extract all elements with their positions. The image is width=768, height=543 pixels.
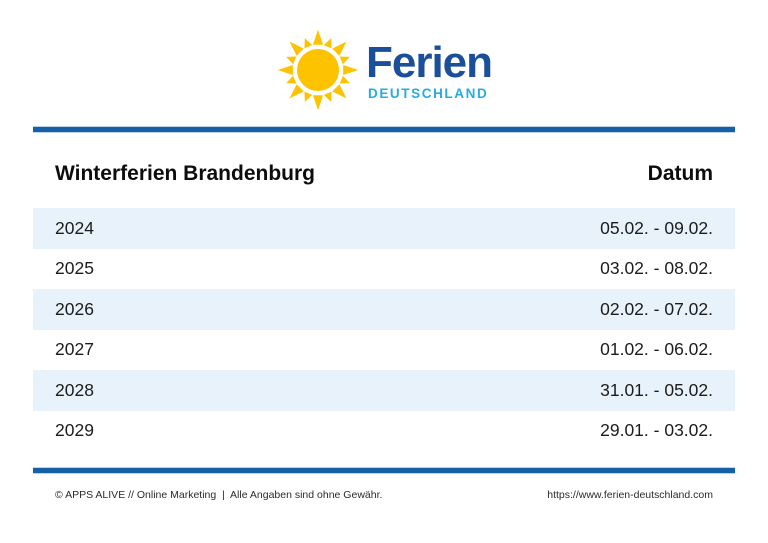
- website-link[interactable]: https://www.ferien-deutschland.com: [547, 489, 713, 501]
- year-cell: 2024: [55, 217, 94, 238]
- date-cell: 01.02. - 06.02.: [600, 339, 713, 360]
- table-row: 2028 31.01. - 05.02.: [33, 370, 735, 411]
- year-cell: 2025: [55, 258, 94, 279]
- footer: © APPS ALIVE // Online Marketing | Alle …: [33, 489, 735, 501]
- date-cell: 02.02. - 07.02.: [600, 298, 713, 319]
- table-header: Winterferien Brandenburg Datum: [33, 162, 735, 186]
- divider-bottom: [33, 467, 735, 474]
- year-cell: 2026: [55, 298, 94, 319]
- copyright-text: © APPS ALIVE // Online Marketing | Alle …: [55, 489, 383, 501]
- date-cell: 05.02. - 09.02.: [600, 217, 713, 238]
- page-title: Winterferien Brandenburg: [55, 162, 315, 185]
- year-cell: 2027: [55, 339, 94, 360]
- table-row: 2026 02.02. - 07.02.: [33, 289, 735, 330]
- logo: Ferien DEUTSCHLAND: [0, 0, 768, 114]
- brand-name: Ferien: [365, 38, 493, 88]
- brand-subtitle: DEUTSCHLAND: [367, 85, 489, 101]
- table-row: 2024 05.02. - 09.02.: [33, 208, 735, 249]
- table-row: 2027 01.02. - 06.02.: [33, 329, 735, 370]
- holiday-table: 2024 05.02. - 09.02. 2025 03.02. - 08.02…: [33, 208, 735, 451]
- date-cell: 31.01. - 05.02.: [600, 379, 713, 400]
- date-column-header: Datum: [647, 162, 713, 185]
- table-row: 2029 29.01. - 03.02.: [33, 410, 735, 451]
- divider-top: [33, 126, 735, 133]
- table-row: 2025 03.02. - 08.02.: [33, 248, 735, 289]
- year-cell: 2029: [55, 420, 94, 441]
- date-cell: 29.01. - 03.02.: [600, 420, 713, 441]
- year-cell: 2028: [55, 379, 94, 400]
- date-cell: 03.02. - 08.02.: [600, 258, 713, 279]
- logo-text: Ferien DEUTSCHLAND: [365, 38, 493, 101]
- sun-icon: [277, 29, 359, 111]
